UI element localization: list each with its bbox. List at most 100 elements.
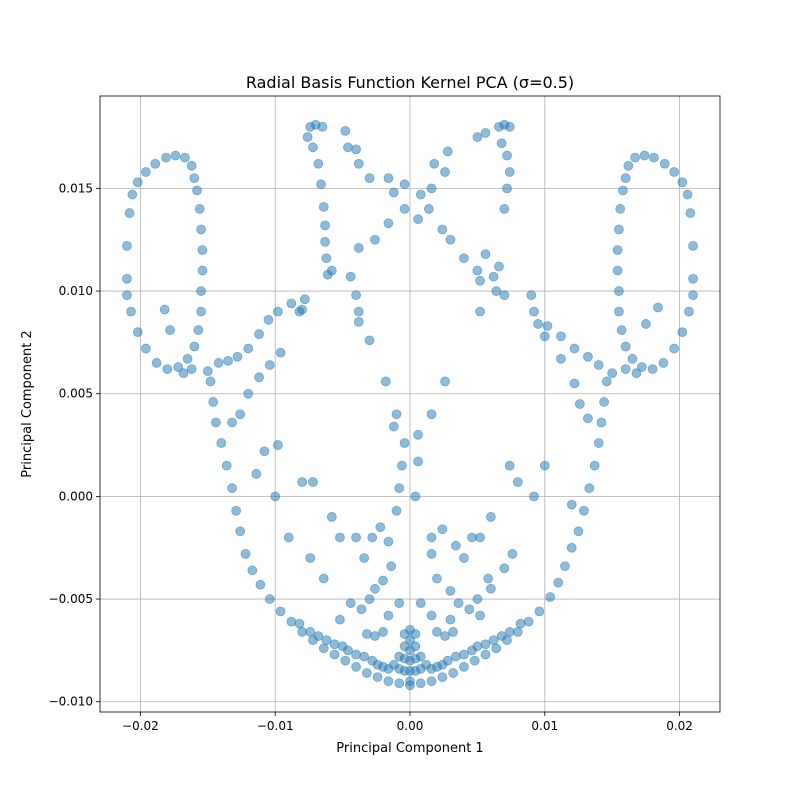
scatter-point bbox=[227, 483, 237, 494]
scatter-point bbox=[485, 512, 496, 522]
scatter-point bbox=[316, 179, 326, 190]
scatter-point bbox=[391, 409, 402, 420]
scatter-point bbox=[399, 629, 410, 639]
scatter-point bbox=[415, 189, 426, 200]
scatter-point bbox=[345, 598, 356, 609]
scatter-point bbox=[542, 321, 553, 331]
scatter-point bbox=[574, 399, 585, 409]
scatter-point bbox=[469, 655, 480, 666]
scatter-point bbox=[475, 532, 485, 543]
scatter-point bbox=[426, 676, 437, 687]
scatter-point bbox=[459, 253, 469, 264]
y-tick-label: −0.010 bbox=[49, 695, 93, 709]
scatter-point bbox=[370, 583, 380, 594]
scatter-point bbox=[308, 142, 318, 153]
scatter-point bbox=[539, 331, 550, 342]
scatter-point bbox=[235, 526, 246, 537]
scatter-point bbox=[496, 631, 507, 641]
scatter-point bbox=[254, 329, 264, 340]
scatter-point bbox=[329, 649, 340, 660]
scatter-point bbox=[294, 618, 305, 629]
scatter-point bbox=[263, 314, 274, 325]
y-tick-label: 0.015 bbox=[59, 181, 93, 195]
scatter-point bbox=[596, 417, 607, 428]
scatter-point bbox=[378, 575, 388, 586]
scatter-point bbox=[247, 565, 258, 576]
scatter-point bbox=[394, 483, 405, 494]
scatter-point bbox=[496, 138, 507, 149]
scatter-point bbox=[647, 364, 658, 374]
scatter-point bbox=[275, 347, 286, 358]
scatter-point bbox=[394, 678, 405, 689]
scatter-point bbox=[607, 368, 618, 379]
scatter-point bbox=[243, 388, 254, 399]
scatter-point bbox=[553, 577, 564, 588]
scatter-point bbox=[659, 158, 670, 169]
scatter-point bbox=[593, 438, 604, 448]
scatter-point bbox=[475, 306, 485, 317]
scatter-point bbox=[589, 460, 600, 471]
scatter-point bbox=[556, 353, 566, 364]
scatter-point bbox=[383, 173, 394, 184]
scatter-point bbox=[658, 358, 669, 368]
scatter-point bbox=[286, 298, 297, 309]
scatter-point bbox=[340, 126, 351, 136]
scatter-point bbox=[170, 150, 181, 161]
scatter-point bbox=[448, 627, 459, 637]
scatter-point bbox=[688, 240, 698, 251]
scatter-point bbox=[569, 378, 580, 389]
scatter-point bbox=[151, 358, 162, 368]
scatter-point bbox=[464, 604, 475, 615]
scatter-point bbox=[618, 185, 628, 196]
scatter-point bbox=[182, 353, 193, 364]
scatter-point bbox=[251, 468, 262, 479]
scatter-point bbox=[429, 158, 440, 169]
scatter-point bbox=[448, 668, 459, 678]
scatter-point bbox=[405, 676, 415, 687]
scatter-point bbox=[504, 167, 515, 177]
scatter-point bbox=[364, 173, 375, 184]
scatter-point bbox=[620, 341, 631, 352]
scatter-point bbox=[405, 635, 415, 646]
scatter-point bbox=[223, 355, 233, 366]
scatter-point bbox=[410, 629, 421, 639]
scatter-point bbox=[193, 325, 204, 335]
scatter-point bbox=[197, 245, 208, 255]
scatter-point bbox=[423, 204, 434, 214]
scatter-point bbox=[394, 651, 405, 662]
scatter-point bbox=[583, 351, 593, 362]
scatter-point bbox=[636, 362, 647, 372]
scatter-point bbox=[372, 672, 383, 682]
scatter-point bbox=[186, 364, 197, 374]
points-layer bbox=[122, 119, 698, 691]
scatter-point bbox=[132, 327, 143, 338]
scatter-point bbox=[165, 325, 175, 335]
scatter-point bbox=[359, 651, 370, 662]
scatter-point bbox=[192, 185, 202, 196]
scatter-point bbox=[321, 253, 332, 264]
scatter-point bbox=[533, 319, 543, 329]
scatter-point bbox=[305, 553, 316, 563]
scatter-point bbox=[502, 150, 512, 161]
scatter-point bbox=[335, 532, 345, 543]
scatter-point bbox=[361, 668, 372, 678]
scatter-point bbox=[413, 429, 423, 440]
scatter-point bbox=[472, 594, 483, 604]
scatter-point bbox=[353, 316, 364, 327]
scatter-point bbox=[653, 302, 663, 313]
scatter-point bbox=[196, 286, 206, 296]
scatter-point bbox=[688, 290, 698, 301]
scatter-point bbox=[426, 548, 437, 559]
scatter-point bbox=[399, 179, 410, 190]
scatter-point bbox=[353, 243, 364, 253]
x-tick-label: 0.00 bbox=[397, 719, 424, 733]
scatter-point bbox=[351, 144, 361, 155]
scatter-point bbox=[353, 158, 364, 169]
scatter-point bbox=[569, 343, 580, 354]
scatter-point bbox=[161, 152, 171, 163]
y-tick-label: −0.005 bbox=[49, 592, 93, 606]
scatter-point bbox=[383, 536, 394, 547]
scatter-point bbox=[227, 417, 237, 428]
scatter-point bbox=[213, 358, 224, 368]
scatter-point bbox=[491, 643, 502, 654]
